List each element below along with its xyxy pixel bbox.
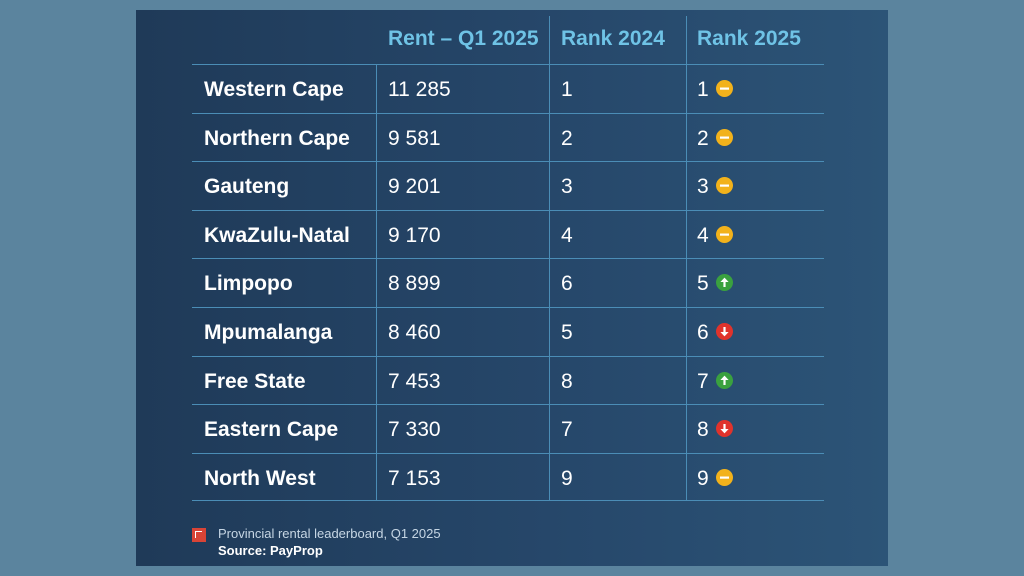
payprop-logo-icon [192,528,206,542]
rank-2024-value: 7 [561,418,573,442]
table-row: North West 7 153 9 9 [192,452,824,502]
rent-value: 9 201 [388,175,441,199]
rank-2024-value: 3 [561,175,573,199]
header-rank-2025: Rank 2025 [697,27,801,50]
table-row: Gauteng 9 201 3 3 [192,161,824,210]
rank-2025-value: 2 [697,126,709,150]
rank-2024-value: 2 [561,126,573,150]
rank-2024-value: 6 [561,272,573,296]
rank-2025-cell: 7 [697,357,733,405]
column-divider [549,16,550,501]
column-divider [686,16,687,501]
province-name: Eastern Cape [204,418,339,442]
minus-circle-icon [715,177,733,195]
rank-2025-value: 5 [697,272,709,296]
province-name: Northern Cape [204,126,350,150]
rank-2024-value: 1 [561,78,573,101]
arrow-down-circle-icon [715,420,733,438]
rank-2025-cell: 5 [697,259,733,307]
province-name: Limpopo [204,272,293,296]
table-row: KwaZulu-Natal 9 170 4 4 [192,209,824,259]
rent-value: 9 170 [388,223,441,247]
rent-value: 7 330 [388,418,441,442]
rank-2025-cell: 1 [697,65,733,113]
arrow-down-circle-icon [715,322,733,340]
arrow-up-circle-icon [715,274,733,292]
rank-2025-cell: 2 [697,114,733,162]
leaderboard-panel: Rent – Q1 2025 Rank 2024 Rank 2025 Weste… [136,10,888,566]
rent-value: 8 460 [388,320,441,344]
table-row: Western Cape 11 285 1 1 [192,64,824,113]
arrow-up-circle-icon [715,371,733,389]
table-row: Free State 7 453 8 7 [192,355,824,405]
province-name: Gauteng [204,175,290,199]
rank-2025-cell: 9 [697,454,733,502]
minus-circle-icon [715,468,733,486]
header-rent: Rent – Q1 2025 [388,27,539,50]
rank-2024-value: 4 [561,223,573,247]
rank-2025-value: 8 [697,418,709,442]
minus-circle-icon [715,79,733,97]
rent-value: 7 153 [388,466,441,490]
rank-2025-cell: 8 [697,405,733,453]
table-row: Northern Cape 9 581 2 2 [192,112,824,162]
rank-2025-value: 6 [697,320,709,344]
rank-2025-value: 7 [697,369,709,393]
table-row: Limpopo 8 899 6 5 [192,258,824,307]
rent-value: 9 581 [388,126,441,150]
table-row: Mpumalanga 8 460 5 6 [192,306,824,356]
rank-2024-value: 9 [561,466,573,490]
rank-2024-value: 5 [561,320,573,344]
rent-table: Rent – Q1 2025 Rank 2024 Rank 2025 Weste… [192,10,824,502]
rank-2025-value: 3 [697,175,709,199]
rank-2025-cell: 3 [697,162,733,210]
table-row: Eastern Cape 7 330 7 8 [192,404,824,453]
table-header: Rent – Q1 2025 Rank 2024 Rank 2025 [192,10,824,64]
rank-2024-value: 8 [561,369,573,393]
rank-2025-cell: 4 [697,211,733,259]
minus-circle-icon [715,128,733,146]
rent-value: 11 285 [388,78,451,101]
source-note: Source: PayProp [218,543,323,558]
column-divider [376,64,377,501]
rank-2025-cell: 6 [697,308,733,356]
province-name: Western Cape [204,78,344,101]
rent-value: 7 453 [388,369,441,393]
table-body: Western Cape 11 285 1 1 Northern Cape 9 581 2 2… [192,64,824,502]
minus-circle-icon [715,225,733,243]
province-name: Mpumalanga [204,320,333,344]
province-name: North West [204,466,316,490]
province-name: Free State [204,369,306,393]
rank-2025-value: 4 [697,223,709,247]
rank-2025-value: 9 [697,466,709,490]
rank-2025-value: 1 [697,78,709,101]
table-caption: Provincial rental leaderboard, Q1 2025 [218,526,441,541]
province-name: KwaZulu-Natal [204,223,350,247]
header-rank-2024: Rank 2024 [561,27,665,50]
rent-value: 8 899 [388,272,441,296]
